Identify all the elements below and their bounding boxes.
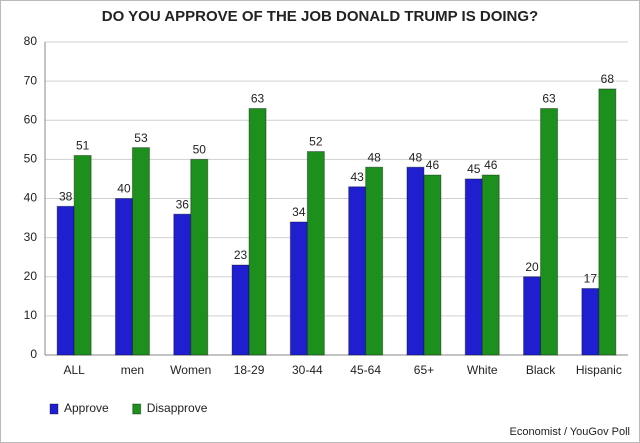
y-tick-label: 40	[24, 191, 38, 205]
legend-swatch	[49, 403, 59, 415]
legend-label: Disapprove	[147, 401, 208, 415]
data-label: 51	[76, 139, 90, 153]
y-tick-label: 10	[24, 308, 38, 322]
data-label: 46	[484, 158, 498, 172]
data-label: 38	[59, 189, 73, 203]
data-label: 34	[292, 205, 306, 219]
legend-label: Approve	[64, 401, 109, 415]
bar	[73, 154, 92, 356]
source: Economist / YouGov Poll	[510, 426, 630, 438]
bar	[540, 108, 559, 356]
y-tick-label: 60	[24, 112, 38, 126]
data-label: 48	[409, 150, 423, 164]
x-tick-label: ALL	[63, 363, 85, 377]
data-label: 53	[134, 131, 148, 145]
x-tick-label: 18-29	[234, 363, 265, 377]
bar	[423, 174, 442, 356]
data-label: 63	[542, 92, 556, 106]
bar	[289, 221, 308, 356]
data-label: 43	[350, 170, 364, 184]
bar	[365, 166, 384, 356]
bar	[523, 276, 542, 356]
y-tick-label: 20	[24, 269, 38, 283]
data-label: 48	[367, 150, 381, 164]
y-tick-label: 80	[24, 34, 38, 48]
bar	[464, 178, 483, 356]
x-tick-label: Black	[526, 363, 556, 377]
data-label: 20	[525, 260, 539, 274]
y-tick-label: 30	[24, 230, 38, 244]
legend-swatch	[132, 403, 142, 415]
data-label: 50	[193, 143, 207, 157]
data-label: 63	[251, 92, 265, 106]
x-tick-label: Hispanic	[576, 363, 622, 377]
bar	[598, 88, 617, 356]
y-tick-label: 50	[24, 152, 38, 166]
bar	[173, 213, 192, 356]
x-tick-label: men	[121, 363, 144, 377]
data-label: 68	[601, 72, 615, 86]
data-label: 46	[426, 158, 440, 172]
bar	[114, 198, 133, 356]
x-tick-label: 30-44	[292, 363, 323, 377]
x-tick-label: White	[467, 363, 498, 377]
bar	[306, 151, 325, 356]
bar	[348, 186, 367, 356]
bar	[190, 158, 209, 356]
y-tick-label: 0	[30, 347, 37, 361]
data-label: 36	[176, 197, 190, 211]
x-tick-label: 65+	[414, 363, 434, 377]
x-tick-label: 45-64	[350, 363, 381, 377]
data-label: 45	[467, 162, 481, 176]
data-label: 17	[584, 272, 598, 286]
x-tick-label: Women	[170, 363, 211, 377]
data-label: 40	[117, 182, 131, 196]
data-label: 23	[234, 248, 248, 262]
bar	[248, 108, 267, 356]
bar	[406, 166, 425, 356]
bar	[581, 287, 600, 356]
chart-title: DO YOU APPROVE OF THE JOB DONALD TRUMP I…	[102, 8, 538, 25]
y-tick-label: 70	[24, 73, 38, 87]
data-label: 52	[309, 135, 323, 149]
bar	[56, 205, 75, 356]
bar	[231, 264, 250, 356]
bar	[481, 174, 500, 356]
bar	[131, 147, 150, 356]
